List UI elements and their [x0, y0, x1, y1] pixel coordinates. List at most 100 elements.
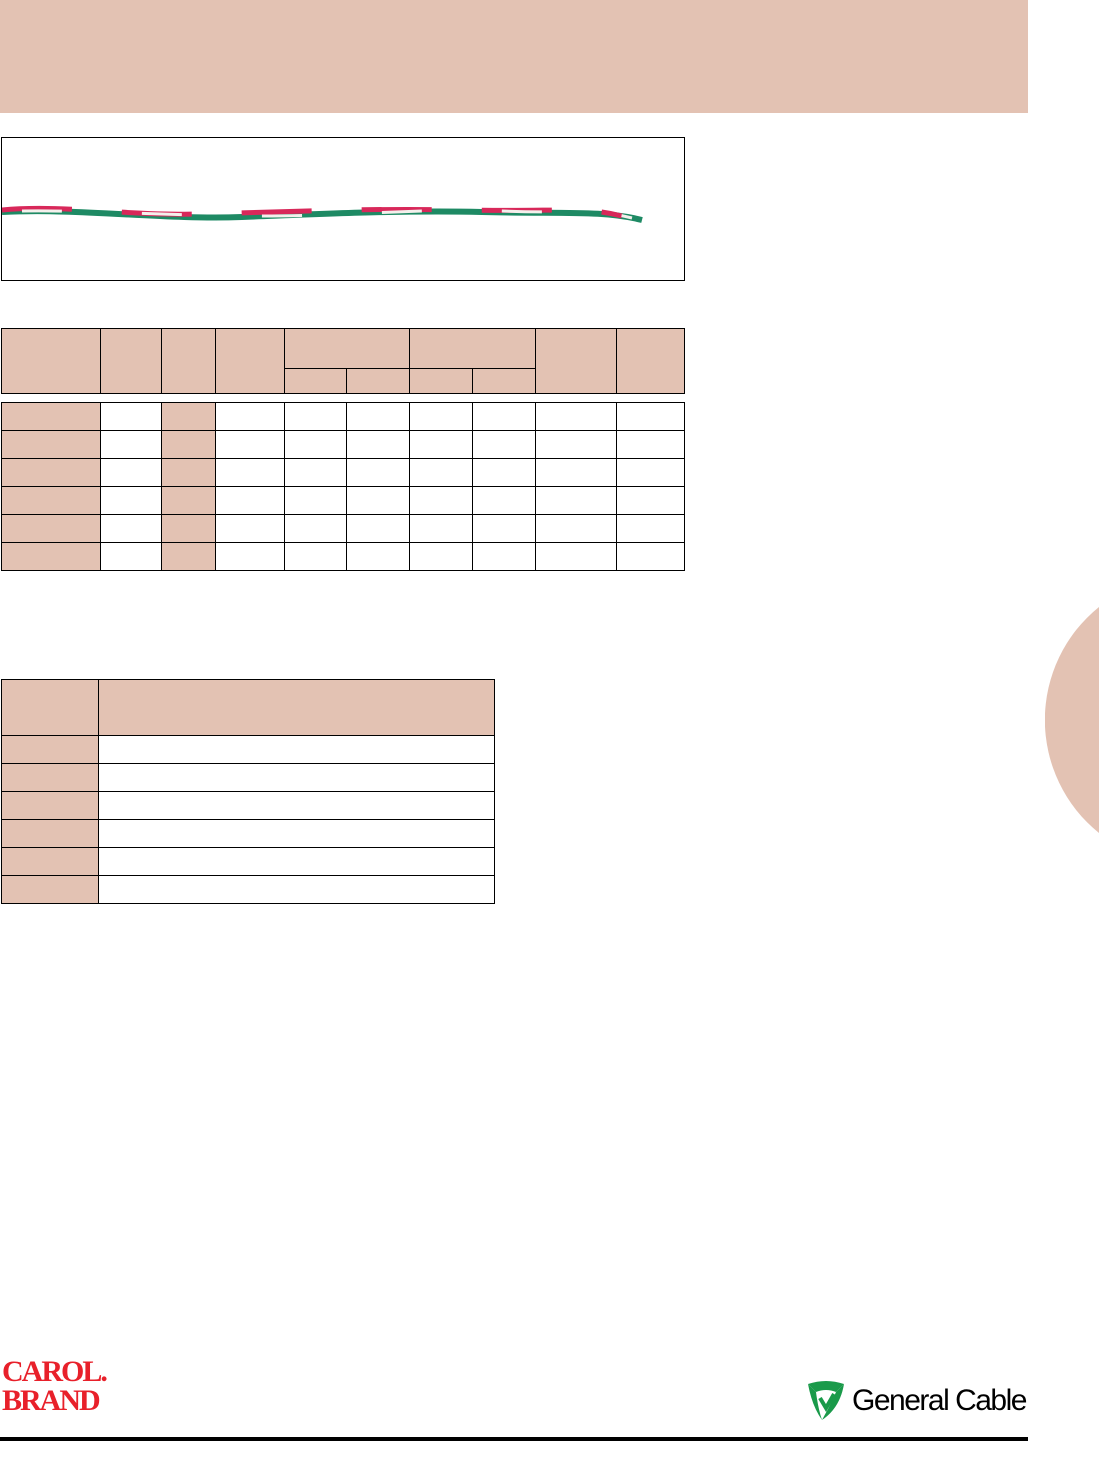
- table-cell: [98, 847, 495, 876]
- header-cell: [535, 328, 617, 394]
- table-cell: [1, 875, 99, 904]
- table-cell: [161, 514, 216, 543]
- table-cell: [100, 458, 162, 487]
- table-cell: [535, 514, 617, 543]
- table-cell: [100, 542, 162, 571]
- table-cell: [616, 458, 685, 487]
- table-cell: [161, 402, 216, 431]
- table-cell: [215, 458, 285, 487]
- table-cell: [284, 402, 347, 431]
- table-cell: [100, 430, 162, 459]
- table-cell: [346, 514, 410, 543]
- table-row: [1, 763, 495, 792]
- general-cable-logo: General Cable: [806, 1380, 1028, 1422]
- table-cell: [161, 486, 216, 515]
- table-cell: [98, 735, 495, 764]
- table-row: [1, 791, 495, 820]
- logo-text: General Cable: [852, 1384, 1027, 1417]
- table-row: [1, 735, 495, 764]
- table-cell: [1, 402, 101, 431]
- product-image: [1, 137, 685, 281]
- table-cell: [1, 458, 101, 487]
- table-cell: [98, 819, 495, 848]
- table-cell: [535, 542, 617, 571]
- table-cell: [616, 514, 685, 543]
- table-cell: [409, 430, 473, 459]
- general-cable-shield-icon: [808, 1381, 844, 1420]
- table-cell: [98, 763, 495, 792]
- header-band: [0, 0, 1028, 113]
- table-row: [1, 430, 685, 459]
- table-cell: [1, 735, 99, 764]
- table-cell: [472, 486, 536, 515]
- header-cell: [215, 328, 285, 394]
- twisted-wire-image: [2, 205, 643, 223]
- table-cell: [346, 402, 410, 431]
- table-cell: [161, 458, 216, 487]
- table-cell: [346, 430, 410, 459]
- table-cell: [616, 430, 685, 459]
- second-table: [1, 679, 495, 904]
- table-cell: [284, 542, 347, 571]
- table-cell: [100, 402, 162, 431]
- table-cell: [409, 542, 473, 571]
- table-row: [1, 819, 495, 848]
- table-cell: [472, 514, 536, 543]
- table-cell: [1, 847, 99, 876]
- table-cell: [472, 542, 536, 571]
- table-cell: [161, 542, 216, 571]
- table-cell: [215, 514, 285, 543]
- table-cell: [98, 791, 495, 820]
- spec-table-body: [1, 402, 685, 571]
- table-cell: [535, 458, 617, 487]
- table-cell: [472, 430, 536, 459]
- header-group-cell: [409, 328, 536, 369]
- header-cell: [616, 328, 685, 394]
- table-cell: [284, 458, 347, 487]
- table-cell: [472, 402, 536, 431]
- carol-brand-logo: CAROL. BRAND: [2, 1355, 108, 1417]
- footer-rule: [0, 1437, 1028, 1441]
- sub-header-cell: [472, 368, 536, 394]
- table-row: [1, 875, 495, 904]
- table-cell: [346, 458, 410, 487]
- table-cell: [215, 430, 285, 459]
- spec-table-header: [1, 328, 685, 394]
- table-row: [1, 486, 685, 515]
- table-cell: [1, 430, 101, 459]
- header-cell: [1, 679, 99, 736]
- table-row: [1, 458, 685, 487]
- header-cell: [100, 328, 162, 394]
- sub-header-cell: [409, 368, 473, 394]
- table-cell: [98, 875, 495, 904]
- table-row: [1, 542, 685, 571]
- table-cell: [409, 486, 473, 515]
- header-cell: [98, 679, 495, 736]
- table-cell: [1, 763, 99, 792]
- table-cell: [100, 486, 162, 515]
- logo-line: BRAND: [2, 1384, 101, 1417]
- sub-header-cell: [284, 368, 347, 394]
- table-cell: [346, 486, 410, 515]
- table-cell: [616, 542, 685, 571]
- table-cell: [1, 542, 101, 571]
- table-row: [1, 402, 685, 431]
- table-cell: [535, 430, 617, 459]
- table-cell: [215, 542, 285, 571]
- table-row: [1, 847, 495, 876]
- table-cell: [215, 402, 285, 431]
- header-cell: [161, 328, 216, 394]
- table-cell: [346, 542, 410, 571]
- logo-line: CAROL.: [2, 1355, 108, 1388]
- table-cell: [284, 430, 347, 459]
- table-cell: [409, 514, 473, 543]
- header-cell: [1, 328, 101, 394]
- decorative-circle: [1045, 607, 1099, 833]
- table-cell: [409, 458, 473, 487]
- sub-header-cell: [346, 368, 410, 394]
- table-cell: [1, 819, 99, 848]
- table-cell: [616, 402, 685, 431]
- table-cell: [535, 402, 617, 431]
- table-cell: [100, 514, 162, 543]
- table-cell: [535, 486, 617, 515]
